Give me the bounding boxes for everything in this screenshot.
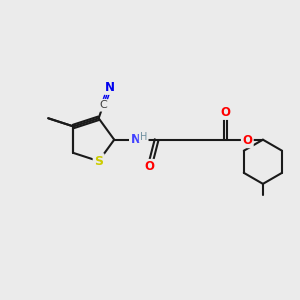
Text: N: N [130, 133, 140, 146]
Text: N: N [105, 80, 115, 94]
Text: C: C [99, 100, 107, 110]
Text: H: H [140, 132, 147, 142]
Text: O: O [242, 134, 252, 147]
Text: O: O [144, 160, 154, 173]
Text: O: O [220, 106, 230, 118]
Text: S: S [94, 154, 103, 168]
